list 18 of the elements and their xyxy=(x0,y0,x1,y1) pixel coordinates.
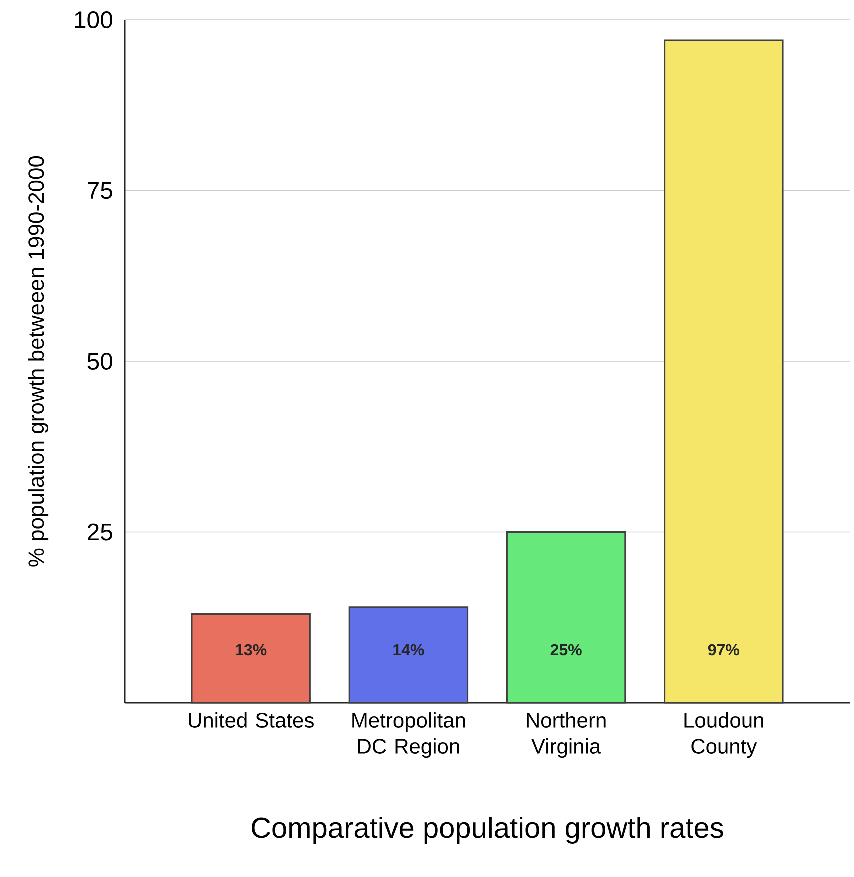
data-label: 25% xyxy=(550,644,582,656)
data-label: 97% xyxy=(708,644,740,656)
x-axis-title: Comparative population growth rates xyxy=(252,816,724,844)
x-tick-label: Northern Virginia xyxy=(527,712,606,758)
bar xyxy=(191,613,311,704)
data-label: 14% xyxy=(394,644,424,656)
bar xyxy=(506,531,626,704)
y-tick-label: 75 xyxy=(88,182,112,200)
x-tick-label: Metropolitan DC Region xyxy=(352,712,466,758)
y-axis-title: % population growth betweeen 1990-2000 xyxy=(28,156,49,567)
x-tick-label: United States xyxy=(189,712,314,728)
bar xyxy=(348,606,469,704)
x-tick-label: Loudoun County xyxy=(684,712,764,758)
data-label: 13% xyxy=(236,644,267,656)
y-tick-label: 100 xyxy=(75,12,113,28)
y-tick-label: 25 xyxy=(88,524,112,541)
bar xyxy=(664,40,784,704)
y-tick-label: 50 xyxy=(88,353,113,370)
